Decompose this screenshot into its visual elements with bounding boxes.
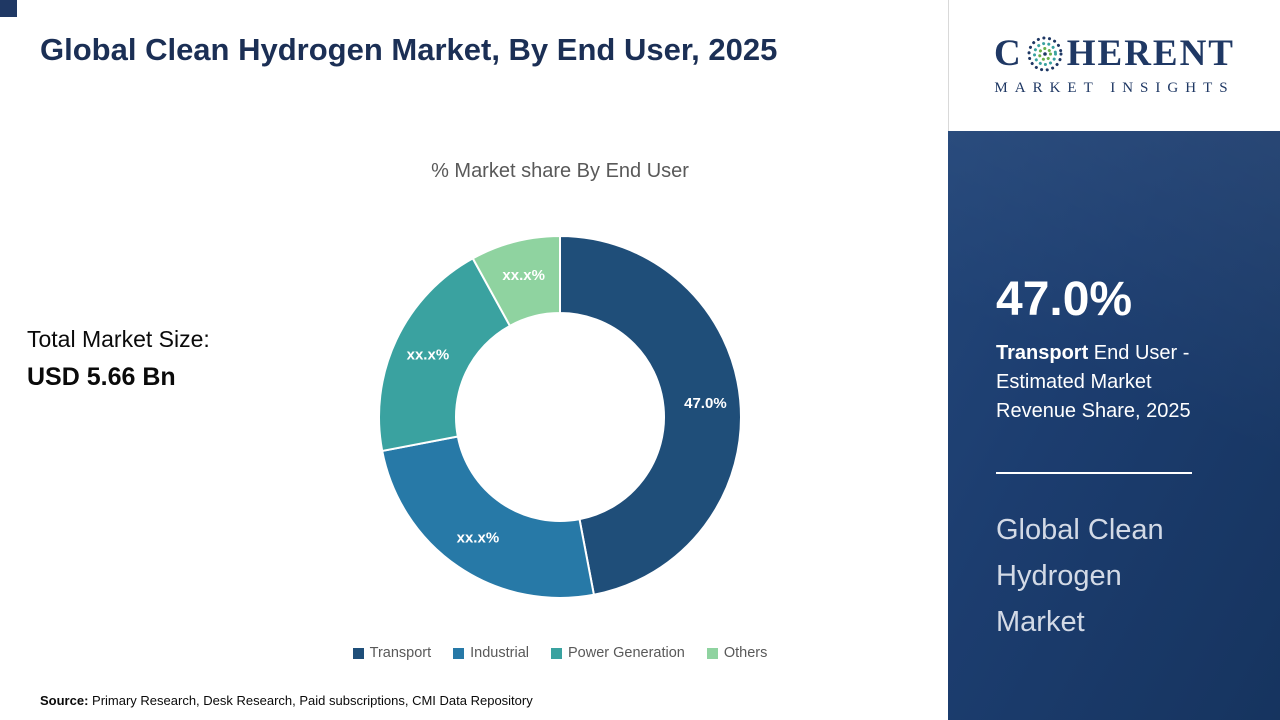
stat-value: 47.0% — [996, 273, 1133, 326]
legend-swatch — [550, 647, 562, 659]
legend-swatch — [706, 647, 718, 659]
stat-description-rest: End User - Estimated Market Revenue Shar… — [996, 342, 1191, 422]
logo-letter-c: C — [994, 33, 1023, 74]
total-market-size-value: USD 5.66 Bn — [27, 363, 176, 391]
donut-slice-others — [471, 234, 561, 328]
logo-tagline: MARKET INSIGHTS — [994, 79, 1235, 96]
logo-letters-rest: HERENT — [1066, 33, 1235, 74]
donut-slice-transport — [559, 234, 742, 596]
corner-decoration — [0, 0, 17, 17]
legend-item-power-generation: Power Generation — [550, 645, 685, 661]
legend-label: Others — [723, 645, 768, 661]
slice-label-transport: 47.0% — [684, 395, 727, 412]
slice-label-power-generation: xx.x% — [407, 346, 450, 363]
market-name: Global Clean Hydrogen Market — [996, 514, 1164, 638]
total-market-size-label: Total Market Size: — [27, 326, 210, 352]
chart-legend: Transport Industrial Power Generation Other… — [280, 645, 840, 661]
stat-description-segment: Transport — [996, 342, 1089, 364]
sidebar-divider — [996, 472, 1192, 474]
legend-swatch — [352, 647, 364, 659]
source-note: Source: Primary Research, Desk Research,… — [40, 693, 533, 708]
sidebar-panel: 47.0% Transport End User - Estimated Mar… — [948, 131, 1280, 720]
dotted-globe-icon — [1027, 36, 1063, 71]
donut-chart: 47.0% xx.x% xx.x% xx.x% — [378, 234, 742, 599]
source-label: Source: — [40, 693, 89, 708]
legend-label: Power Generation — [567, 645, 685, 661]
slice-label-others: xx.x% — [502, 267, 545, 284]
chart-subtitle: % Market share By End User — [431, 160, 689, 182]
source-text: Primary Research, Desk Research, Paid su… — [88, 693, 533, 708]
stat-description: Transport End User - Estimated Market Re… — [996, 339, 1214, 426]
legend-label: Transport — [369, 645, 432, 661]
total-market-size-block: Total Market Size: USD 5.66 Bn — [27, 326, 210, 392]
legend-item-others: Others — [706, 645, 768, 661]
legend-label: Industrial — [470, 645, 529, 661]
donut-slice-power-generation — [378, 257, 512, 453]
donut-chart-container: 47.0% xx.x% xx.x% xx.x% — [377, 234, 743, 600]
legend-item-industrial: Industrial — [453, 645, 529, 661]
brand-logo-box: C HERENT MARKET INSIGHTS — [948, 0, 1280, 131]
legend-item-transport: Transport — [352, 645, 432, 661]
page-title: Global Clean Hydrogen Market, By End Use… — [40, 32, 778, 67]
legend-swatch — [453, 647, 465, 659]
slice-label-industrial: xx.x% — [457, 529, 500, 546]
brand-logo: C HERENT — [994, 35, 1235, 73]
donut-slice-industrial — [381, 435, 596, 599]
